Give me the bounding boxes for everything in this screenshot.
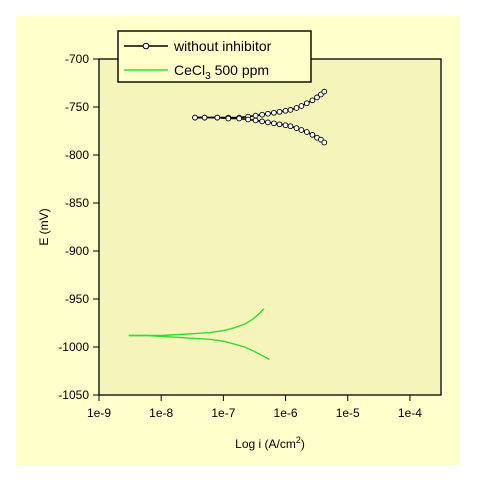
x-axis-label: Log i (A/cm2) bbox=[235, 435, 305, 451]
y-tick-label-0: -700 bbox=[65, 52, 89, 66]
series-0-branch-0-point-15 bbox=[303, 100, 310, 107]
x-tick-label-3: 1e-6 bbox=[274, 406, 298, 420]
series-0-branch-0-point-11 bbox=[282, 107, 289, 114]
series-0-branch-1-point-14 bbox=[298, 127, 305, 133]
x-tick-label-2: 1e-7 bbox=[211, 406, 235, 420]
series-0-branch-1-point-3 bbox=[225, 115, 232, 122]
y-tick-label-5: -950 bbox=[65, 292, 89, 306]
legend-label-cecl3: CeCl3 500 ppm bbox=[174, 62, 269, 82]
x-tick-label-4: 1e-5 bbox=[336, 406, 360, 420]
series-0-branch-1-point-5 bbox=[245, 116, 251, 123]
x-axis-label-superscript: 2 bbox=[296, 435, 301, 445]
data-layer bbox=[128, 88, 328, 361]
axes-layer: -700 -750 -800 -850 -900 -950 -1000 -1050 1e-9 1e… bbox=[58, 52, 442, 420]
series-0-branch-0-point-10 bbox=[276, 108, 283, 115]
series-0-branch-1-point-13 bbox=[293, 125, 300, 131]
legend-label-cecl3-subscript: 3 bbox=[205, 71, 211, 82]
series-0-branch-0-point-7 bbox=[259, 111, 265, 118]
y-tick-label-7: -1050 bbox=[58, 388, 89, 402]
series-0-branch-1-point-9 bbox=[271, 120, 277, 127]
series-1-branch-1-line bbox=[128, 334, 270, 361]
legend-label-cecl3-base: CeCl bbox=[174, 62, 205, 78]
y-tick-label-6: -1000 bbox=[58, 340, 89, 354]
legend-marker-without-inhibitor bbox=[142, 42, 150, 50]
series-0-branch-0-point-14 bbox=[298, 103, 305, 109]
y-axis-label: E (mV) bbox=[37, 208, 51, 245]
x-axis-label-base: Log i (A/cm bbox=[235, 437, 296, 451]
series-0-branch-0-point-12 bbox=[287, 107, 294, 113]
series-1-branch-0-line bbox=[128, 308, 265, 337]
series-0-branch-1-point-2 bbox=[214, 114, 221, 121]
series-0-branch-1-point-12 bbox=[287, 123, 294, 130]
series-0-branch-1-point-10 bbox=[276, 121, 283, 128]
series-0-branch-0-point-13 bbox=[293, 105, 300, 111]
series-0-branch-1-point-19 bbox=[321, 139, 328, 146]
series-0-branch-1-point-15 bbox=[303, 129, 310, 135]
series-0-branch-1-point-11 bbox=[282, 122, 289, 129]
series-0-branch-1-point-1 bbox=[201, 114, 208, 121]
series-0-branch-0-point-6 bbox=[252, 112, 259, 119]
series-0-branch-1-point-8 bbox=[265, 119, 271, 126]
series-0-branch-1-point-6 bbox=[252, 117, 259, 124]
plot-area bbox=[99, 59, 441, 395]
series-0-branch-1-point-4 bbox=[236, 115, 243, 122]
x-tick-label-1: 1e-8 bbox=[149, 406, 173, 420]
legend-box bbox=[117, 30, 312, 83]
series-0-branch-0-point-19 bbox=[321, 88, 328, 95]
series-0-branch-1-point-16 bbox=[309, 131, 316, 138]
series-0-branch-0-point-8 bbox=[265, 110, 271, 117]
x-axis-label-end: ) bbox=[301, 437, 305, 451]
series-0-branch-0-point-17 bbox=[314, 94, 320, 101]
x-tick-label-0: 1e-9 bbox=[87, 406, 111, 420]
legend-label-without-inhibitor: without inhibitor bbox=[173, 38, 272, 54]
series-0-branch-1-point-7 bbox=[259, 118, 265, 125]
legend: without inhibitor CeCl3 500 ppm bbox=[117, 30, 312, 83]
series-0-branch-1-point-0 bbox=[192, 114, 198, 121]
y-tick-label-2: -800 bbox=[65, 148, 89, 162]
series-0-branch-0-point-9 bbox=[271, 109, 277, 116]
legend-label-cecl3-end: 500 ppm bbox=[211, 62, 269, 78]
y-tick-label-3: -850 bbox=[65, 196, 89, 210]
series-0-branch-0-point-16 bbox=[309, 97, 316, 104]
y-tick-label-4: -900 bbox=[65, 244, 89, 258]
y-tick-label-1: -750 bbox=[65, 100, 89, 114]
x-tick-label-5: 1e-4 bbox=[398, 406, 422, 420]
